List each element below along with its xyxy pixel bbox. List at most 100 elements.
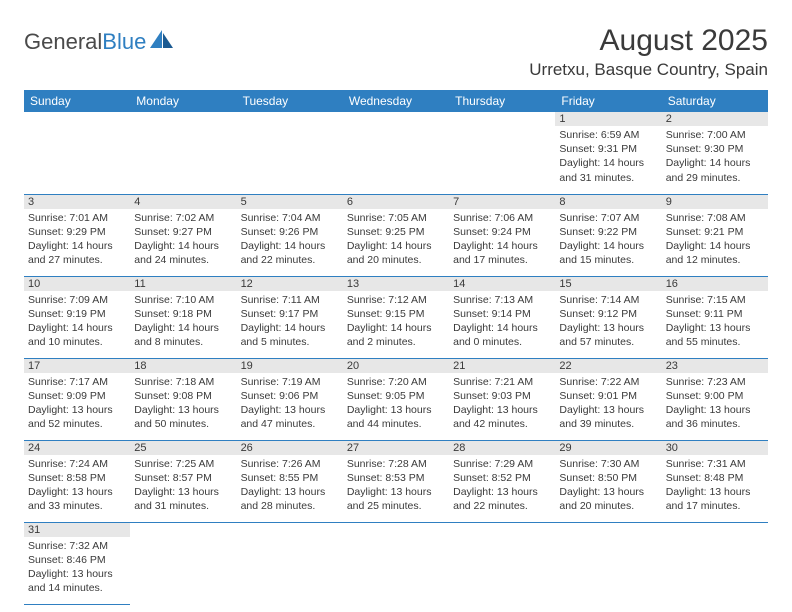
sunset-text: Sunset: 9:00 PM xyxy=(666,389,764,403)
day-number: 29 xyxy=(555,441,661,455)
day-number: 5 xyxy=(237,195,343,209)
sunset-text: Sunset: 9:14 PM xyxy=(453,307,551,321)
calendar-day: 4Sunrise: 7:02 AMSunset: 9:27 PMDaylight… xyxy=(130,194,236,276)
daylight-text: and 22 minutes. xyxy=(453,499,551,513)
sunrise-text: Sunrise: 7:30 AM xyxy=(559,457,657,471)
sunset-text: Sunset: 9:08 PM xyxy=(134,389,232,403)
calendar-empty xyxy=(449,522,555,604)
calendar-day: 1Sunrise: 6:59 AMSunset: 9:31 PMDaylight… xyxy=(555,112,661,194)
daylight-text: and 17 minutes. xyxy=(666,499,764,513)
daylight-text: Daylight: 13 hours xyxy=(241,485,339,499)
daylight-text: Daylight: 13 hours xyxy=(453,403,551,417)
day-info: Sunrise: 7:02 AMSunset: 9:27 PMDaylight:… xyxy=(130,209,236,272)
daylight-text: and 0 minutes. xyxy=(453,335,551,349)
day-number: 13 xyxy=(343,277,449,291)
sunrise-text: Sunrise: 7:06 AM xyxy=(453,211,551,225)
sunrise-text: Sunrise: 6:59 AM xyxy=(559,128,657,142)
sunrise-text: Sunrise: 7:02 AM xyxy=(134,211,232,225)
daylight-text: and 27 minutes. xyxy=(28,253,126,267)
day-info: Sunrise: 7:09 AMSunset: 9:19 PMDaylight:… xyxy=(24,291,130,354)
daylight-text: Daylight: 14 hours xyxy=(559,156,657,170)
sunset-text: Sunset: 9:24 PM xyxy=(453,225,551,239)
day-header: Thursday xyxy=(449,90,555,112)
day-number: 31 xyxy=(24,523,130,537)
day-info: Sunrise: 7:01 AMSunset: 9:29 PMDaylight:… xyxy=(24,209,130,272)
day-info: Sunrise: 7:08 AMSunset: 9:21 PMDaylight:… xyxy=(662,209,768,272)
daylight-text: and 10 minutes. xyxy=(28,335,126,349)
day-info: Sunrise: 7:28 AMSunset: 8:53 PMDaylight:… xyxy=(343,455,449,518)
calendar-day: 8Sunrise: 7:07 AMSunset: 9:22 PMDaylight… xyxy=(555,194,661,276)
day-number: 28 xyxy=(449,441,555,455)
title-block: August 2025 Urretxu, Basque Country, Spa… xyxy=(529,24,768,80)
day-number: 16 xyxy=(662,277,768,291)
daylight-text: Daylight: 14 hours xyxy=(453,321,551,335)
day-number: 25 xyxy=(130,441,236,455)
sunset-text: Sunset: 9:11 PM xyxy=(666,307,764,321)
day-number: 10 xyxy=(24,277,130,291)
sunset-text: Sunset: 8:55 PM xyxy=(241,471,339,485)
calendar-day: 11Sunrise: 7:10 AMSunset: 9:18 PMDayligh… xyxy=(130,276,236,358)
sunset-text: Sunset: 9:09 PM xyxy=(28,389,126,403)
day-info: Sunrise: 7:21 AMSunset: 9:03 PMDaylight:… xyxy=(449,373,555,436)
calendar-empty xyxy=(130,112,236,194)
daylight-text: and 57 minutes. xyxy=(559,335,657,349)
sunrise-text: Sunrise: 7:18 AM xyxy=(134,375,232,389)
calendar-day: 16Sunrise: 7:15 AMSunset: 9:11 PMDayligh… xyxy=(662,276,768,358)
day-info: Sunrise: 7:06 AMSunset: 9:24 PMDaylight:… xyxy=(449,209,555,272)
sunrise-text: Sunrise: 7:12 AM xyxy=(347,293,445,307)
sail-icon xyxy=(149,28,175,56)
header: GeneralBlue August 2025 Urretxu, Basque … xyxy=(24,24,768,80)
day-info: Sunrise: 7:00 AMSunset: 9:30 PMDaylight:… xyxy=(662,126,768,189)
day-info: Sunrise: 7:29 AMSunset: 8:52 PMDaylight:… xyxy=(449,455,555,518)
calendar-empty xyxy=(237,112,343,194)
sunrise-text: Sunrise: 7:05 AM xyxy=(347,211,445,225)
day-number: 11 xyxy=(130,277,236,291)
calendar-day: 31Sunrise: 7:32 AMSunset: 8:46 PMDayligh… xyxy=(24,522,130,604)
sunrise-text: Sunrise: 7:08 AM xyxy=(666,211,764,225)
day-header: Wednesday xyxy=(343,90,449,112)
sunrise-text: Sunrise: 7:19 AM xyxy=(241,375,339,389)
sunset-text: Sunset: 9:05 PM xyxy=(347,389,445,403)
sunrise-text: Sunrise: 7:09 AM xyxy=(28,293,126,307)
calendar-empty xyxy=(662,522,768,604)
day-number: 20 xyxy=(343,359,449,373)
sunset-text: Sunset: 8:48 PM xyxy=(666,471,764,485)
day-number: 3 xyxy=(24,195,130,209)
daylight-text: and 25 minutes. xyxy=(347,499,445,513)
sunset-text: Sunset: 9:15 PM xyxy=(347,307,445,321)
daylight-text: and 22 minutes. xyxy=(241,253,339,267)
sunrise-text: Sunrise: 7:14 AM xyxy=(559,293,657,307)
sunrise-text: Sunrise: 7:01 AM xyxy=(28,211,126,225)
day-info: Sunrise: 7:18 AMSunset: 9:08 PMDaylight:… xyxy=(130,373,236,436)
day-header: Monday xyxy=(130,90,236,112)
calendar-day: 27Sunrise: 7:28 AMSunset: 8:53 PMDayligh… xyxy=(343,440,449,522)
sunrise-text: Sunrise: 7:32 AM xyxy=(28,539,126,553)
calendar-empty xyxy=(130,522,236,604)
day-info: Sunrise: 7:32 AMSunset: 8:46 PMDaylight:… xyxy=(24,537,130,600)
daylight-text: Daylight: 13 hours xyxy=(28,403,126,417)
sunset-text: Sunset: 8:50 PM xyxy=(559,471,657,485)
daylight-text: and 28 minutes. xyxy=(241,499,339,513)
calendar-day: 10Sunrise: 7:09 AMSunset: 9:19 PMDayligh… xyxy=(24,276,130,358)
sunset-text: Sunset: 9:01 PM xyxy=(559,389,657,403)
daylight-text: Daylight: 14 hours xyxy=(241,239,339,253)
daylight-text: Daylight: 13 hours xyxy=(666,485,764,499)
day-number: 8 xyxy=(555,195,661,209)
day-number: 6 xyxy=(343,195,449,209)
calendar-day: 28Sunrise: 7:29 AMSunset: 8:52 PMDayligh… xyxy=(449,440,555,522)
day-header: Sunday xyxy=(24,90,130,112)
sunset-text: Sunset: 9:29 PM xyxy=(28,225,126,239)
sunset-text: Sunset: 9:03 PM xyxy=(453,389,551,403)
calendar-empty xyxy=(343,112,449,194)
calendar-week: 3Sunrise: 7:01 AMSunset: 9:29 PMDaylight… xyxy=(24,194,768,276)
sunrise-text: Sunrise: 7:22 AM xyxy=(559,375,657,389)
daylight-text: Daylight: 13 hours xyxy=(28,485,126,499)
calendar-day: 19Sunrise: 7:19 AMSunset: 9:06 PMDayligh… xyxy=(237,358,343,440)
daylight-text: Daylight: 13 hours xyxy=(134,485,232,499)
day-number: 21 xyxy=(449,359,555,373)
daylight-text: Daylight: 14 hours xyxy=(559,239,657,253)
daylight-text: and 20 minutes. xyxy=(347,253,445,267)
daylight-text: Daylight: 13 hours xyxy=(453,485,551,499)
daylight-text: Daylight: 14 hours xyxy=(453,239,551,253)
sunset-text: Sunset: 9:17 PM xyxy=(241,307,339,321)
